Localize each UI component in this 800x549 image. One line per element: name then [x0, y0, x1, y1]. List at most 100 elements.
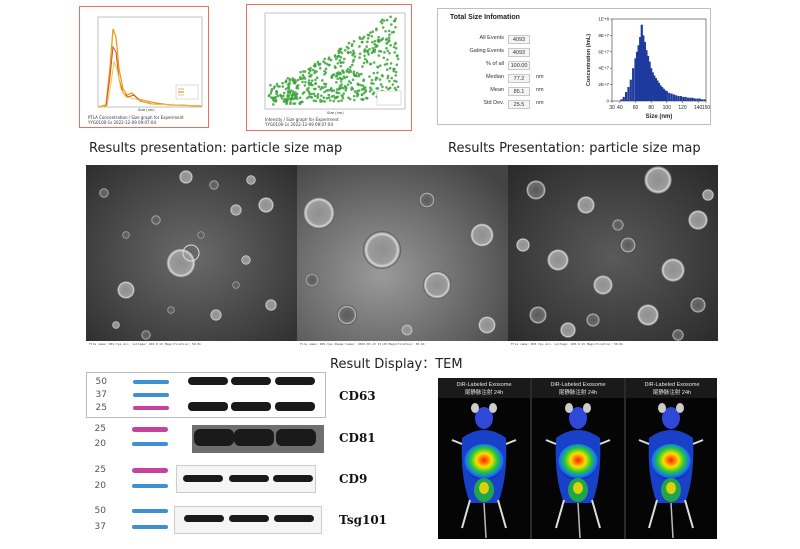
vesicle: [305, 273, 319, 287]
vesicle: [672, 329, 684, 341]
histogram-bar: [672, 94, 675, 101]
stat-label: Gating Events: [469, 48, 504, 54]
tem-footer-3: File name: 003.tps Acc. voltage: 100.0 k…: [508, 341, 718, 348]
stat-value: 25.5: [508, 100, 530, 109]
vesicle: [230, 204, 242, 216]
thumb1-caption-2: YYG0100-1s 2022-12-09 09:07:04: [88, 120, 156, 125]
protein-band: [188, 377, 228, 385]
protein-band: [275, 377, 315, 385]
histogram-bar: [682, 96, 685, 101]
histogram-bar: [670, 93, 673, 101]
histogram-bar: [653, 75, 656, 101]
vesicle: [151, 215, 161, 225]
vesicle: [560, 322, 576, 338]
vesicle: [577, 196, 595, 214]
size-histogram: 0 2E+7 4E+7 6E+7 8E+7 1E+8 30 40 60 80 100 120 140 15…: [586, 17, 711, 121]
mw-marker: 37: [95, 390, 107, 400]
protein-label-cd9: CD9: [339, 472, 368, 486]
tem-footer-1: File name: 001.tps Acc. voltage: 100.0 k…: [86, 341, 297, 348]
concentration-size-plot: [97, 16, 203, 108]
ladder-band: [132, 525, 168, 529]
x-tick-label: 100: [663, 105, 672, 111]
stat-value: 100.00: [508, 61, 530, 70]
histogram-bar: [654, 78, 657, 101]
intensity-size-scatter: [264, 12, 406, 110]
stat-unit: nm: [536, 74, 544, 80]
stat-value: 77.2: [508, 74, 530, 83]
vesicle: [258, 197, 274, 213]
vesicle: [337, 305, 357, 325]
histogram-bar: [642, 35, 645, 101]
vesicle: [265, 299, 277, 311]
y-tick-label: 6E+7: [598, 49, 609, 54]
y-tick-label: 8E+7: [598, 33, 609, 38]
caption-tem: Result Display：TEM: [330, 357, 463, 372]
vesicle: [637, 304, 659, 326]
vesicle: [529, 306, 547, 324]
histogram-bar: [640, 24, 643, 102]
y-tick-label: 4E+7: [598, 66, 609, 71]
histogram-bar: [648, 61, 651, 101]
caption-left: Results presentation: particle size map: [89, 141, 343, 156]
protein-band: [229, 515, 269, 522]
histogram-bar: [684, 96, 687, 101]
stat-value: 4093: [508, 35, 530, 44]
protein-band: [231, 402, 271, 411]
vesicle: [470, 223, 494, 247]
vesicle: [303, 197, 335, 229]
y-tick-label: 2E+7: [598, 82, 609, 87]
vesicle: [547, 249, 569, 271]
histogram-bar: [661, 87, 664, 101]
mouse-image: [451, 403, 517, 539]
vesicle: [516, 238, 530, 252]
ivis-label-2: DiR-Labeled Exosome 尾静脉注射 24h: [550, 382, 606, 396]
concentration-size-graph: Size (nm) PTLA Concentration / Size grap…: [79, 6, 209, 128]
mw-marker: 50: [95, 377, 107, 387]
thumb1-caption: PTLA Concentration / Size graph for Expe…: [88, 115, 184, 120]
vesicle: [363, 231, 401, 269]
x-tick-label: 150: [702, 105, 711, 111]
protein-band: [276, 429, 316, 446]
mouse-image: [638, 403, 704, 539]
vesicle: [478, 316, 496, 334]
mw-marker: 25: [94, 424, 106, 434]
protein-label-cd63: CD63: [339, 389, 376, 403]
histogram-bar: [664, 90, 667, 101]
stat-label: % of all: [485, 61, 504, 67]
vesicle: [122, 231, 130, 239]
histogram-bar: [645, 50, 648, 101]
histogram-bar: [689, 97, 692, 101]
histogram-bar: [627, 87, 630, 101]
histogram-bar: [691, 97, 694, 101]
histogram-bar: [629, 79, 632, 101]
histogram-bar: [700, 99, 704, 101]
histogram-bar: [637, 45, 640, 101]
histogram-bar: [675, 95, 678, 101]
protein-band: [231, 377, 271, 385]
mw-marker: 37: [94, 522, 106, 532]
vesicle: [526, 180, 546, 200]
histogram-bar: [620, 99, 623, 101]
histogram-bar: [625, 91, 628, 101]
histogram-bar: [693, 98, 697, 101]
stat-label: Mean: [490, 87, 504, 93]
protein-label-tsg101: Tsg101: [339, 513, 388, 527]
histogram-bar: [634, 58, 637, 101]
ladder-band: [132, 509, 168, 513]
mw-marker: 50: [94, 506, 106, 516]
tem-footer-2: File name: 002.tps Image taken: 2023-03-…: [297, 341, 508, 348]
vesicle: [167, 306, 175, 314]
vesicle: [423, 271, 451, 299]
vesicle: [241, 255, 251, 265]
histogram-bar: [651, 72, 654, 101]
y-tick-label: 0: [606, 99, 609, 104]
histogram-bar: [656, 80, 659, 101]
mw-marker: 25: [94, 465, 106, 475]
histogram-bar: [686, 97, 690, 101]
mw-marker: 20: [94, 481, 106, 491]
ladder-band: [133, 380, 169, 384]
thumb2-xlabel: Size (nm): [327, 111, 344, 115]
blot-panel-tsg101: 50 37: [86, 502, 326, 538]
ladder-band: [132, 442, 168, 446]
histogram-bar: [650, 68, 653, 101]
